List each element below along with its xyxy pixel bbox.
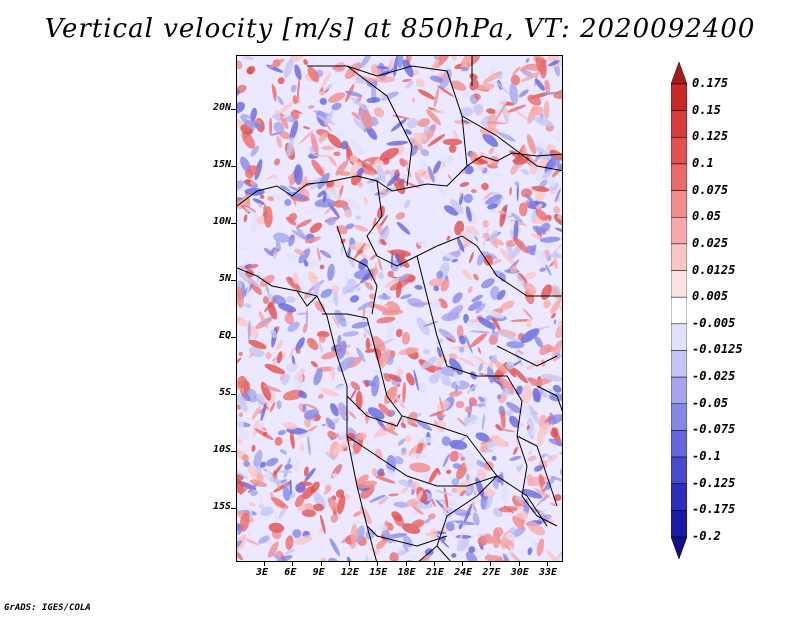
lat-tick-mark: [231, 337, 236, 338]
lon-tick-label: 12E: [340, 567, 359, 578]
colorbar-segment: [671, 350, 687, 378]
lon-tick-label: 21E: [425, 567, 444, 578]
lat-tick-label: EQ: [218, 330, 231, 341]
lon-tick-mark: [292, 562, 294, 566]
lon-tick-label: 9E: [312, 567, 325, 578]
lon-tick-label: 27E: [482, 567, 501, 578]
country-borders: [237, 56, 562, 561]
lon-tick-mark: [320, 562, 322, 566]
colorbar-top-arrow: [671, 62, 687, 85]
colorbar-label: -0.05: [692, 395, 729, 410]
lon-tick-label: 15E: [369, 567, 388, 578]
colorbar-segment: [671, 110, 687, 138]
lon-tick-mark: [433, 562, 435, 566]
colorbar-label: -0.175: [692, 502, 736, 517]
colorbar-label: -0.125: [692, 475, 736, 490]
lat-tick-mark: [231, 394, 236, 395]
colorbar-label: 0.025: [692, 235, 729, 250]
colorbar-label: -0.0125: [692, 342, 743, 357]
colorbar-segment: [671, 243, 687, 271]
lon-tick-mark: [547, 562, 548, 566]
lat-tick-mark: [231, 109, 236, 110]
colorbar-label: -0.025: [692, 369, 736, 384]
lon-tick-mark: [348, 562, 350, 566]
lon-tick-label: 30E: [510, 567, 529, 578]
colorbar-segment: [671, 403, 687, 431]
colorbar-label: -0.075: [692, 422, 736, 437]
velocity-field: [237, 56, 562, 561]
lat-tick-label: 15N: [212, 159, 231, 170]
colorbar-label: -0.005: [692, 315, 736, 330]
colorbar-segment: [671, 323, 687, 351]
colorbar-segment: [671, 137, 687, 165]
lon-tick-mark: [462, 562, 464, 566]
lon-tick-label: 33E: [539, 567, 558, 578]
lon-tick-label: 3E: [256, 567, 269, 578]
lat-tick-mark: [231, 280, 236, 281]
colorbar-bottom-arrow: [671, 536, 687, 559]
colorbar-segment: [671, 83, 687, 111]
lon-tick-mark: [377, 562, 379, 566]
lon-tick-mark: [490, 562, 492, 566]
lat-tick-label: 20N: [212, 102, 231, 113]
lat-tick-label: 10N: [212, 216, 231, 227]
colorbar-segment: [671, 456, 687, 484]
lat-tick-label: 15S: [212, 501, 231, 512]
colorbar-segment: [671, 163, 687, 191]
colorbar-segment: [671, 190, 687, 218]
map-panel: [236, 55, 563, 562]
colorbar-segment: [671, 216, 687, 245]
lon-tick-mark: [264, 562, 265, 566]
colorbar-label: 0.15: [692, 102, 721, 117]
colorbar-label: 0.1: [692, 155, 714, 170]
lat-tick-label: 5N: [218, 273, 231, 284]
credit-text: GrADS: IGES/COLA: [4, 603, 91, 613]
lat-tick-mark: [231, 223, 236, 224]
colorbar-segment: [671, 430, 687, 458]
colorbar-label: 0.005: [692, 289, 729, 304]
lon-tick-label: 24E: [454, 567, 473, 578]
lat-tick-mark: [231, 508, 236, 509]
colorbar-label: -0.1: [692, 449, 721, 464]
colorbar-segment: [671, 483, 687, 511]
chart-title: Vertical velocity [m/s] at 850hPa, VT: 2…: [44, 14, 756, 44]
colorbar-label: 0.0125: [692, 262, 736, 277]
colorbar-segment: [671, 296, 687, 325]
lon-tick-mark: [405, 562, 407, 566]
lon-tick-label: 6E: [284, 567, 297, 578]
lat-tick-mark: [231, 166, 236, 167]
colorbar-label: 0.075: [692, 182, 729, 197]
lon-tick-mark: [518, 562, 520, 566]
colorbar-segment: [671, 510, 687, 538]
colorbar-segment: [671, 270, 687, 298]
colorbar-label: 0.175: [692, 76, 729, 90]
colorbar-segment: [671, 376, 687, 405]
colorbar-label: 0.05: [692, 209, 721, 224]
lat-tick-label: 5S: [218, 387, 231, 398]
colorbar-label: 0.125: [692, 129, 729, 144]
lat-tick-mark: [231, 451, 236, 452]
lat-tick-label: 10S: [212, 444, 231, 455]
lon-tick-label: 18E: [397, 567, 416, 578]
colorbar-label: -0.2: [692, 529, 721, 543]
colorbar: [671, 62, 687, 559]
